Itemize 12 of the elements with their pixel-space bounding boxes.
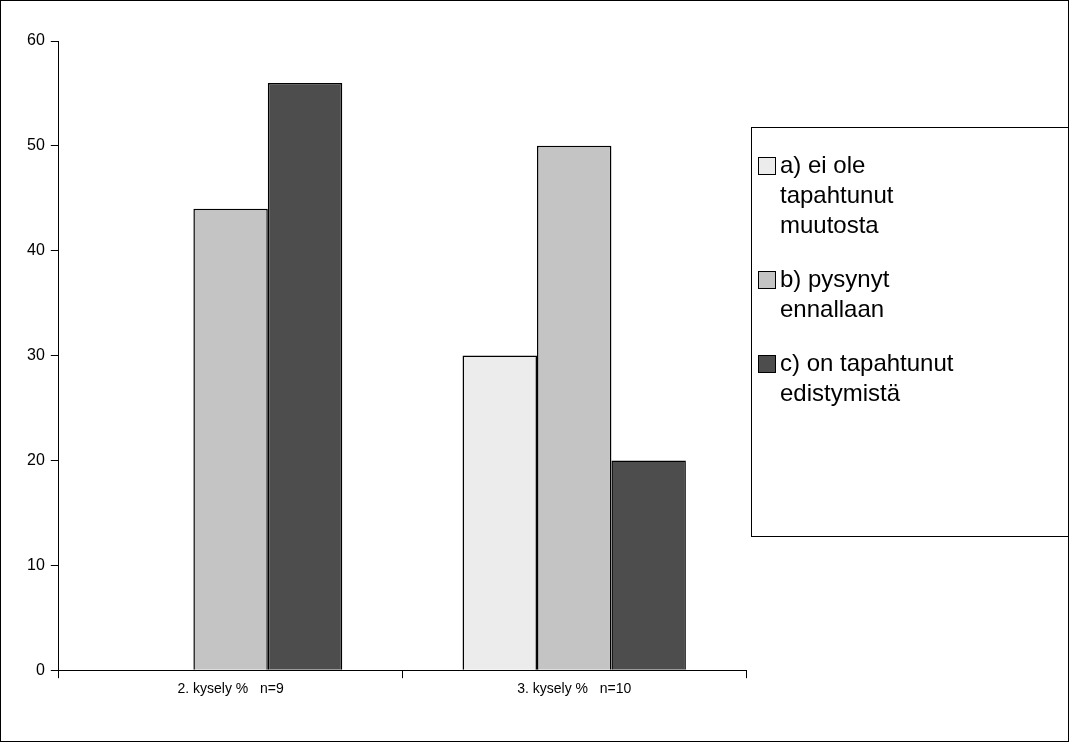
- legend-label: c) on tapahtunut edistymistä: [780, 348, 955, 408]
- y-tick-label: 30: [27, 346, 45, 364]
- y-tick-label: 10: [27, 555, 45, 573]
- x-tick-label: 3. kysely % n=10: [517, 680, 632, 697]
- y-tick-label: 20: [27, 450, 45, 468]
- legend-label: a) ei ole tapahtunut muutosta: [780, 150, 895, 240]
- x-tick-label: 2. kysely % n=9: [177, 680, 284, 697]
- y-tick-label: 40: [27, 241, 45, 259]
- legend-label: b) pysynyt ennallaan: [780, 264, 891, 324]
- y-tick-label: 60: [27, 31, 45, 49]
- y-tick-label: 50: [27, 136, 45, 154]
- y-tick-label: 0: [35, 660, 45, 678]
